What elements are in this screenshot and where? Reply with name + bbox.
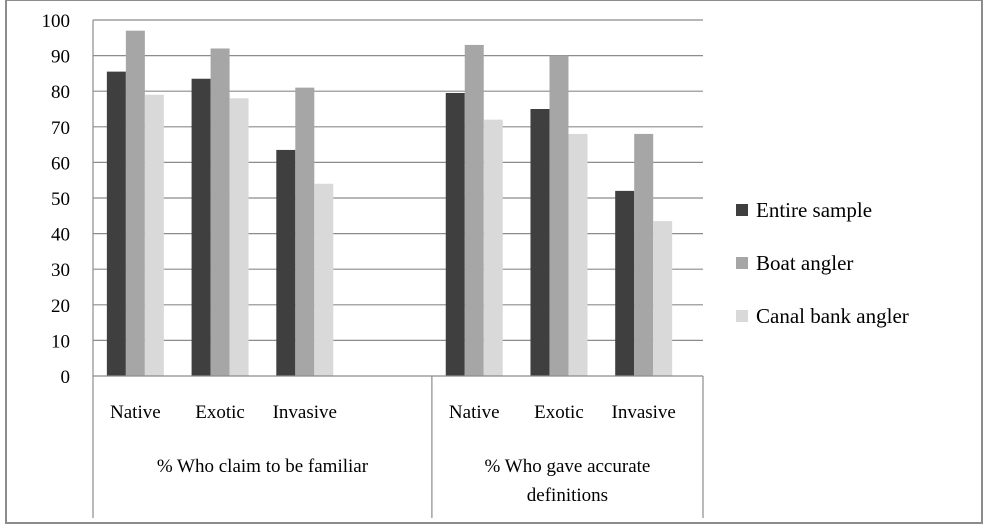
y-tick-label: 10 <box>51 331 70 352</box>
legend-swatch <box>736 310 748 322</box>
x-category-labels: Native Exotic Invasive Native Exotic Invasive <box>110 402 676 423</box>
legend-label: Boat angler <box>756 251 853 275</box>
y-tick-label: 0 <box>61 367 71 388</box>
y-tick-label: 20 <box>51 296 70 317</box>
bar-canal-bank-angler <box>653 221 673 376</box>
legend-label: Canal bank angler <box>756 304 909 328</box>
bar-canal-bank-angler <box>568 133 588 376</box>
bar-entire-sample <box>106 71 126 377</box>
bar-boat-angler <box>464 44 484 377</box>
bar-canal-bank-angler <box>483 119 503 377</box>
bar-boat-angler <box>634 133 654 376</box>
x-group-label: definitions <box>527 485 608 506</box>
y-tick-label: 100 <box>42 11 71 32</box>
legend-swatch <box>736 204 748 216</box>
bar-boat-angler <box>125 30 145 377</box>
y-tick-label: 70 <box>51 118 70 139</box>
y-tick-label: 80 <box>51 82 70 103</box>
x-group-label: % Who gave accurate <box>485 456 651 477</box>
bar-entire-sample <box>445 92 465 376</box>
bar-boat-angler <box>295 87 315 376</box>
y-tick-label: 40 <box>51 225 70 246</box>
y-tick-label: 30 <box>51 260 70 281</box>
x-category-label: Invasive <box>273 402 337 423</box>
bars <box>106 30 673 377</box>
y-tick-labels: 0 10 20 30 40 50 60 70 80 90 100 <box>42 11 71 388</box>
x-category-label: Invasive <box>612 402 676 423</box>
bar-canal-bank-angler <box>144 94 164 376</box>
x-category-label: Native <box>110 402 161 423</box>
bar-boat-angler <box>549 55 569 376</box>
axes <box>92 20 704 518</box>
y-tick-label: 50 <box>51 189 70 210</box>
bar-canal-bank-angler <box>229 98 249 376</box>
legend: Entire sample Boat angler Canal bank angle… <box>736 198 909 328</box>
x-group-label: % Who claim to be familiar <box>157 456 369 477</box>
y-tick-label: 90 <box>51 47 70 68</box>
bar-entire-sample <box>530 109 550 376</box>
x-category-label: Exotic <box>534 402 584 423</box>
x-category-label: Native <box>449 402 500 423</box>
legend-swatch <box>736 257 748 269</box>
x-category-label: Exotic <box>195 402 245 423</box>
bar-entire-sample <box>615 190 635 376</box>
x-group-labels: % Who claim to be familiar % Who gave acc… <box>157 456 651 506</box>
bar-entire-sample <box>191 78 211 377</box>
bar-entire-sample <box>276 149 296 376</box>
bar-canal-bank-angler <box>314 183 334 376</box>
y-tick-label: 60 <box>51 153 70 174</box>
bar-boat-angler <box>210 48 230 376</box>
legend-label: Entire sample <box>756 198 872 222</box>
